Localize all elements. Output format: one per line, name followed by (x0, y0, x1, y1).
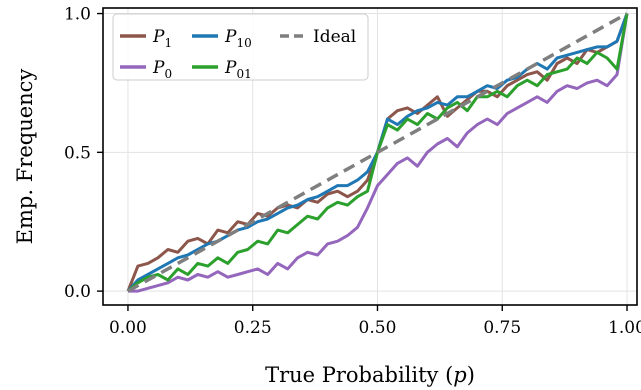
legend-label: P10 (224, 27, 252, 50)
x-tick-label: 0.50 (359, 318, 397, 338)
legend-label: P0 (152, 58, 172, 81)
plot-frame (102, 7, 638, 306)
series-layer (126, 12, 629, 293)
x-tick-label: 0.75 (483, 318, 521, 338)
series-line-ideal (127, 12, 628, 293)
x-axis-label-suffix: ) (467, 363, 475, 387)
x-tick-label: 1.00 (608, 318, 641, 338)
x-axis-label-variable: p (453, 363, 466, 387)
legend: P1 P10 Ideal P0 P01 (112, 13, 369, 81)
y-tick-label: 1.0 (64, 5, 91, 25)
legend-label: P1 (152, 27, 172, 50)
axis-ticks: 0.00 0.25 0.50 0.75 1.00 0.0 0.5 1.0 (64, 5, 641, 338)
legend-label: Ideal (313, 27, 356, 47)
y-tick-label: 0.0 (64, 282, 91, 302)
x-tick-label: 0.00 (109, 318, 147, 338)
y-axis-label: Emp. Frequency (13, 69, 37, 245)
legend-box (112, 13, 369, 81)
x-axis-label-prefix: True Probability ( (265, 363, 453, 387)
x-tick-label: 0.25 (234, 318, 272, 338)
series-line-p0 (128, 13, 629, 293)
y-tick-label: 0.5 (64, 143, 91, 163)
legend-label: P01 (224, 58, 252, 81)
x-axis-label: True Probability (p) (265, 363, 475, 387)
